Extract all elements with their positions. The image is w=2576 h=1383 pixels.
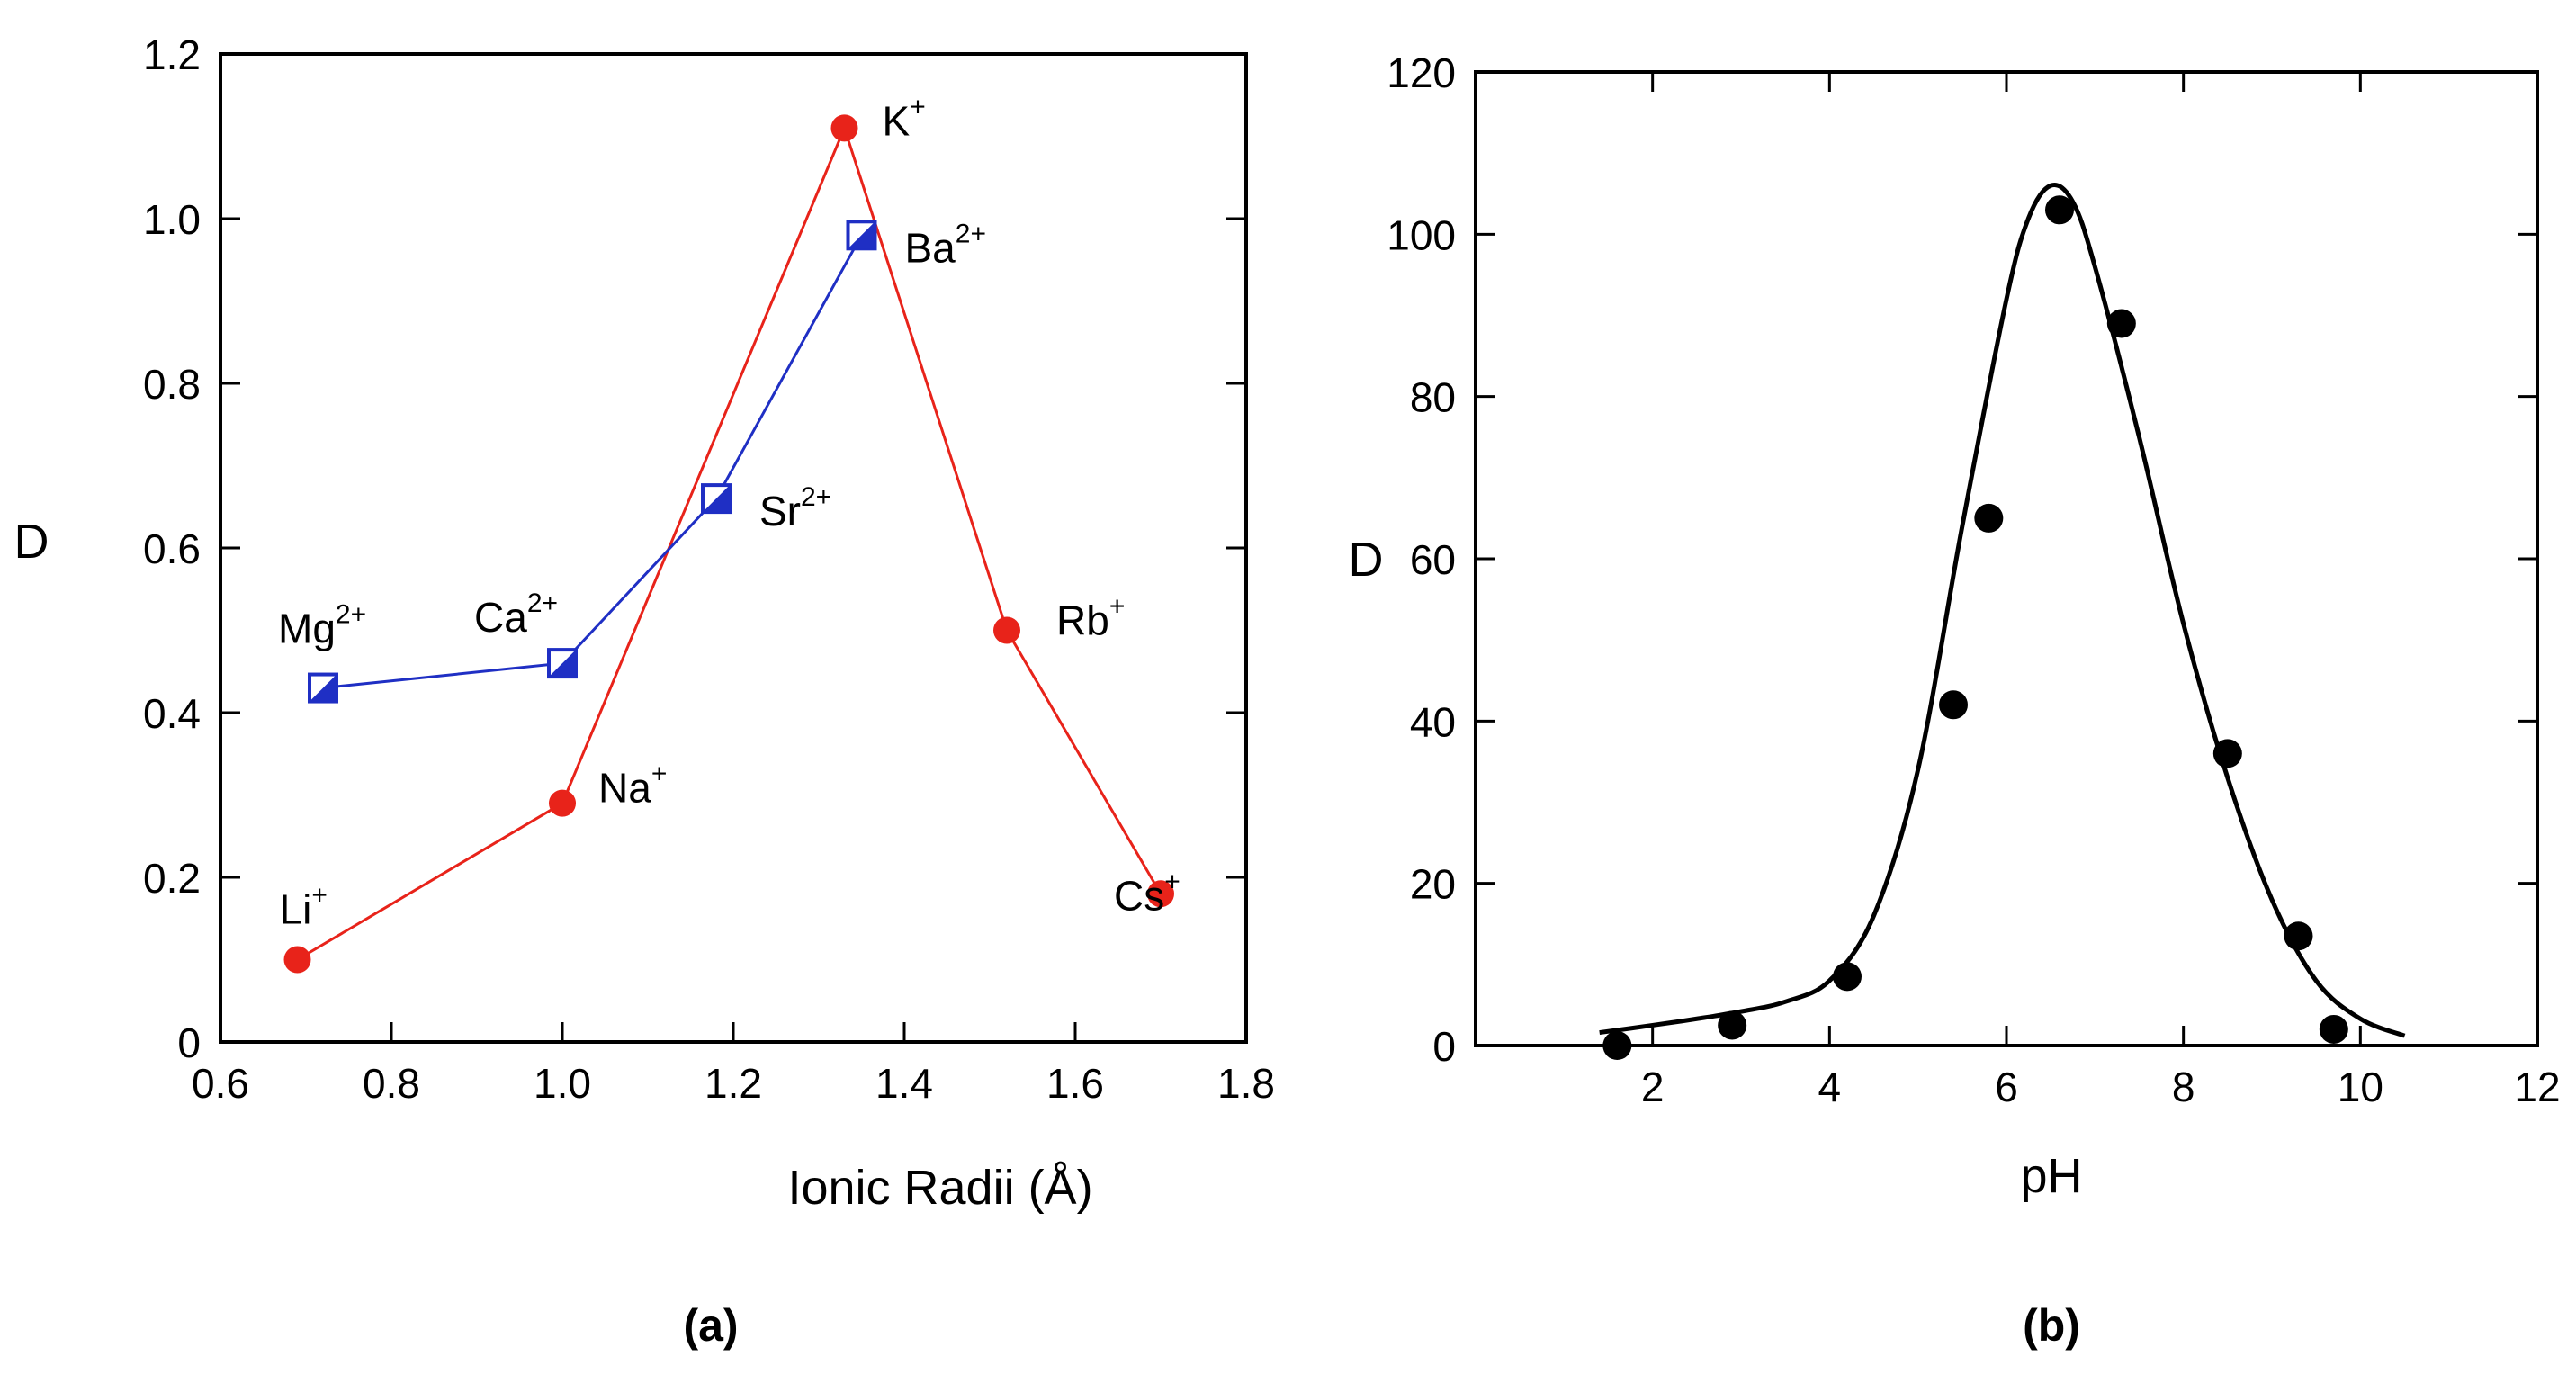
panel-label: (b) — [2023, 1300, 2080, 1351]
fit-curve — [1599, 183, 2406, 1038]
panel-label: (a) — [683, 1300, 738, 1351]
point-annotation: Rb+ — [1056, 592, 1125, 644]
x-tick-label: 1.2 — [705, 1060, 762, 1107]
plot-frame — [219, 52, 1248, 1044]
data-point-fill — [703, 485, 730, 513]
data-point — [549, 789, 576, 817]
annotation-base: Sr — [759, 488, 801, 534]
annotation-charge: 2+ — [801, 482, 831, 512]
annotation-charge: + — [910, 92, 926, 121]
x-tick-label: 0.8 — [363, 1060, 420, 1107]
y-axis-label: D — [1349, 533, 1384, 587]
data-point — [2319, 1014, 2348, 1044]
annotation-charge: + — [1164, 867, 1180, 896]
annotation-base: Ba — [905, 224, 956, 271]
data-point — [2106, 309, 2136, 338]
point-annotation: Mg2+ — [278, 600, 366, 652]
data-point-fill — [310, 674, 337, 702]
point-annotation: Li+ — [280, 881, 328, 933]
data-point — [2045, 195, 2074, 225]
x-tick-label: 6 — [1995, 1064, 2018, 1110]
y-tick-label: 0.4 — [143, 690, 201, 737]
x-tick-label: 10 — [2338, 1064, 2383, 1110]
annotation-charge: + — [311, 881, 328, 911]
y-axis-label: D — [14, 515, 49, 569]
point-annotation: Ba2+ — [905, 219, 986, 271]
data-point — [283, 946, 311, 974]
annotation-base: Rb — [1056, 597, 1109, 644]
x-axis-label: pH — [2020, 1149, 2082, 1203]
data-point — [1147, 880, 1174, 908]
x-tick-label: 1.4 — [875, 1060, 933, 1107]
annotation-base: Na — [598, 765, 651, 812]
y-tick-label: 60 — [1410, 536, 1456, 583]
y-tick-label: 80 — [1410, 374, 1456, 421]
annotation-charge: 2+ — [956, 219, 986, 248]
data-point-fill — [848, 221, 875, 249]
point-annotation: Sr2+ — [759, 482, 831, 534]
y-tick-label: 100 — [1387, 211, 1456, 258]
series-line-divalent — [322, 234, 863, 690]
annotation-base: Li — [280, 886, 312, 933]
data-point — [1833, 962, 1862, 992]
annotation-base: Mg — [278, 606, 336, 652]
point-annotation: Na+ — [598, 759, 667, 812]
data-point — [1718, 1010, 1747, 1040]
annotation-base: Cs — [1114, 872, 1164, 919]
y-tick-label: 1.2 — [143, 31, 201, 78]
annotation-charge: + — [1109, 592, 1126, 622]
annotation-base: Ca — [474, 594, 527, 641]
point-annotation: K+ — [883, 92, 926, 144]
y-tick-label: 0.6 — [143, 525, 201, 572]
x-tick-label: 1.0 — [534, 1060, 591, 1107]
annotation-charge: + — [651, 759, 668, 789]
data-point-fill — [549, 650, 576, 678]
x-tick-label: 8 — [2172, 1064, 2195, 1110]
plot-frame — [1474, 70, 2539, 1047]
y-tick-label: 40 — [1410, 698, 1456, 745]
x-tick-label: 1.8 — [1217, 1060, 1275, 1107]
y-tick-label: 20 — [1410, 861, 1456, 908]
y-tick-label: 0.8 — [143, 361, 201, 408]
data-point — [993, 616, 1020, 644]
x-axis-label: Ionic Radii (Å) — [787, 1161, 1092, 1215]
y-tick-label: 120 — [1387, 49, 1456, 96]
y-tick-label: 0.2 — [143, 855, 201, 902]
point-annotation: Ca2+ — [474, 588, 558, 641]
y-tick-label: 0 — [1432, 1023, 1456, 1070]
data-point — [2212, 739, 2242, 768]
annotation-charge: 2+ — [527, 588, 558, 618]
annotation-base: K — [883, 97, 911, 144]
data-point — [1939, 690, 1968, 720]
y-tick-label: 0 — [177, 1019, 201, 1066]
data-point — [2284, 921, 2313, 951]
x-tick-label: 0.6 — [192, 1060, 249, 1107]
x-tick-label: 12 — [2514, 1064, 2560, 1110]
series-line-monovalent — [296, 124, 1162, 961]
data-point — [1974, 503, 2004, 533]
data-point — [830, 114, 858, 142]
data-point — [1602, 1031, 1632, 1060]
chart-a: 0.6 0.8 1.0 1.2 1.4 1.6 1.8 0 0.2 0.4 0.6 0.8 1.0 1.2… — [14, 31, 1275, 1351]
x-tick-label: 1.6 — [1046, 1060, 1104, 1107]
x-tick-label: 2 — [1641, 1064, 1665, 1110]
x-tick-label: 4 — [1818, 1064, 1842, 1110]
point-annotation: Cs+ — [1114, 867, 1180, 919]
y-tick-label: 1.0 — [143, 196, 201, 243]
annotation-charge: 2+ — [336, 600, 366, 630]
